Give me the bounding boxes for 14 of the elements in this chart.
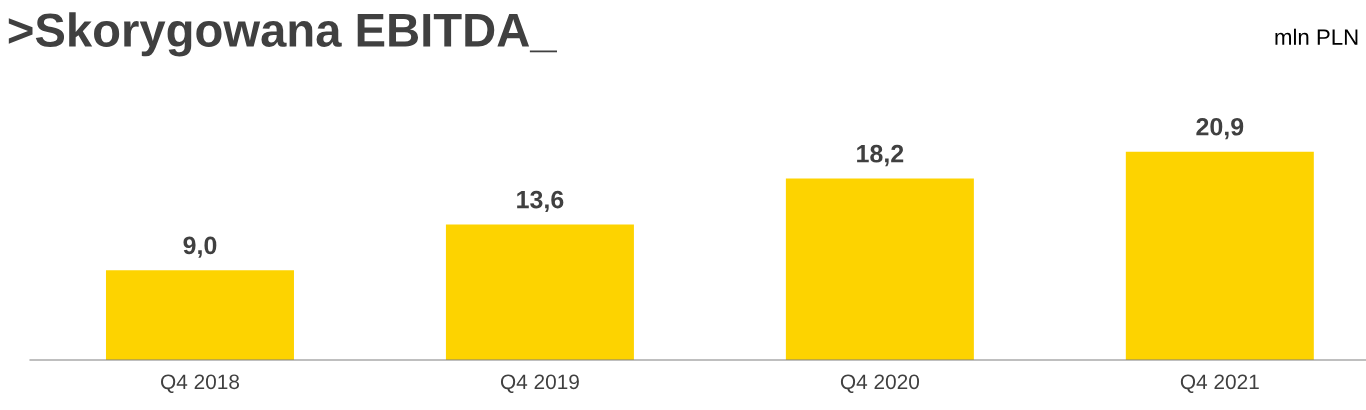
data-label: 18,2	[857, 144, 904, 167]
data-label: 13,6	[517, 190, 564, 213]
x-tick-label: Q4 2021	[1180, 374, 1259, 393]
bar	[1125, 151, 1314, 360]
x-tick-label: Q4 2019	[500, 374, 579, 393]
x-tick-label: Q4 2018	[161, 374, 240, 393]
y-axis-title: mln PLN	[1275, 28, 1358, 45]
x-tick-label: Q4 2020	[840, 374, 920, 393]
bar	[105, 270, 294, 360]
bar	[445, 224, 634, 360]
data-label: 20,9	[1196, 117, 1244, 140]
bar	[785, 178, 974, 360]
chart-title: >Skorygowana EBITDA_	[8, 12, 558, 57]
data-label: 9,0	[183, 236, 217, 258]
